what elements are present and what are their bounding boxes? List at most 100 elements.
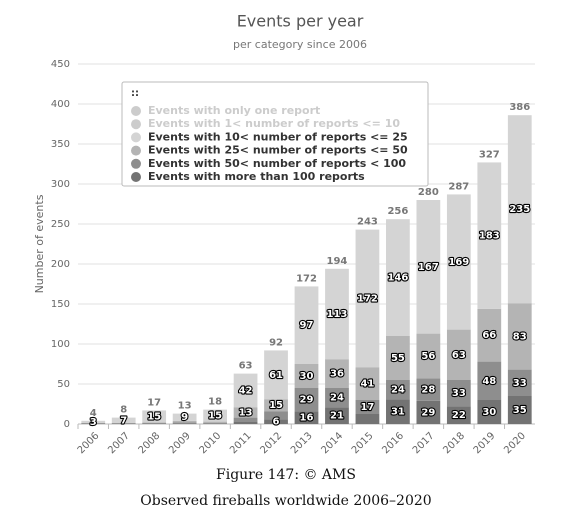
bar-segment bbox=[446, 380, 471, 407]
bar-segment bbox=[446, 329, 471, 380]
x-tick-label: 2017 bbox=[411, 430, 437, 456]
data-label: 56 bbox=[421, 351, 435, 362]
bar-segment bbox=[477, 400, 502, 424]
bar-segment bbox=[325, 359, 349, 388]
data-label: 15 bbox=[269, 400, 283, 411]
y-tick-label: 350 bbox=[51, 139, 70, 150]
y-tick-label: 200 bbox=[51, 259, 70, 270]
bar-segment bbox=[264, 411, 288, 420]
bar-segment bbox=[81, 423, 106, 424]
bar-segment bbox=[294, 388, 319, 412]
data-label: 83 bbox=[513, 331, 527, 342]
x-tick-label: 2006 bbox=[76, 430, 102, 456]
bar-segment bbox=[264, 419, 288, 424]
bar-segment bbox=[507, 303, 532, 370]
data-label: 33 bbox=[452, 388, 466, 399]
data-label: 235 bbox=[509, 204, 530, 215]
legend-label: Events with more than 100 reports bbox=[148, 170, 365, 183]
bar-segment bbox=[446, 194, 471, 330]
x-tick-label: 2009 bbox=[167, 430, 193, 456]
x-tick-label: 2012 bbox=[258, 430, 284, 456]
chart-title: Events per year bbox=[237, 12, 364, 31]
bars bbox=[81, 115, 532, 424]
bar-segment bbox=[142, 410, 167, 423]
y-tick-label: 400 bbox=[51, 99, 70, 110]
legend-label: Events with 10< number of reports <= 25 bbox=[148, 130, 408, 143]
bar-segment bbox=[142, 422, 167, 424]
y-tick-label: 150 bbox=[51, 299, 70, 310]
legend-marker bbox=[131, 145, 141, 156]
bar-segment bbox=[172, 413, 197, 421]
stack-total: 63 bbox=[239, 361, 253, 372]
x-tick-label: 2018 bbox=[441, 430, 467, 456]
y-tick-label: 50 bbox=[57, 379, 70, 390]
x-tick-label: 2014 bbox=[319, 430, 345, 456]
y-tick-label: 450 bbox=[51, 59, 70, 70]
stack-total: 92 bbox=[269, 337, 283, 348]
bar-segment bbox=[355, 400, 380, 414]
data-label: 31 bbox=[391, 407, 405, 418]
bar-segment bbox=[416, 200, 441, 334]
stack-total: 243 bbox=[357, 217, 378, 228]
bar-segment bbox=[233, 407, 258, 418]
data-label: 61 bbox=[269, 370, 283, 381]
bar-segment bbox=[446, 406, 471, 424]
data-label: 15 bbox=[147, 411, 161, 422]
bar-segment bbox=[325, 388, 349, 408]
bar-segment bbox=[355, 229, 380, 368]
x-tick-label: 2019 bbox=[472, 430, 498, 456]
bar-segment bbox=[386, 219, 410, 336]
data-label: 13 bbox=[239, 407, 253, 418]
stack-total: 17 bbox=[147, 397, 161, 408]
bar-segment bbox=[507, 115, 532, 304]
x-tick-label: 2008 bbox=[137, 430, 163, 456]
x-tick-label: 2010 bbox=[198, 430, 224, 456]
data-label: 41 bbox=[360, 379, 374, 390]
bar-segment bbox=[416, 333, 441, 379]
caption: Figure 147: © AMS bbox=[216, 467, 356, 483]
bar-segment bbox=[111, 423, 136, 424]
data-label: 3 bbox=[90, 417, 97, 428]
bar-segment bbox=[477, 361, 502, 400]
y-axis-label: Number of events bbox=[33, 194, 46, 293]
bar-segment bbox=[294, 286, 319, 364]
bar-segment bbox=[477, 308, 502, 362]
data-label: 6 bbox=[273, 417, 280, 428]
data-label: 24 bbox=[391, 385, 405, 396]
x-tick-label: 2013 bbox=[289, 430, 315, 456]
data-label: 24 bbox=[330, 393, 344, 404]
bar-segment bbox=[386, 399, 410, 424]
data-label: 97 bbox=[300, 320, 314, 331]
legend-marker bbox=[131, 158, 141, 169]
bar-segment bbox=[203, 423, 227, 424]
stack-total: 18 bbox=[208, 397, 222, 408]
bar-segment bbox=[142, 423, 167, 424]
x-tick-label: 2020 bbox=[502, 430, 528, 456]
x-tick-label: 2007 bbox=[106, 430, 132, 456]
legend-marker bbox=[131, 132, 141, 143]
bar-segment bbox=[172, 423, 197, 424]
data-label: 146 bbox=[387, 273, 408, 284]
legend-label: Events with 50< number of reports < 100 bbox=[148, 157, 406, 170]
data-label: 48 bbox=[482, 376, 496, 387]
legend-label: Events with 25< number of reports <= 50 bbox=[148, 144, 408, 157]
data-label: 29 bbox=[421, 407, 435, 418]
bar-segment bbox=[355, 413, 380, 424]
y-tick-label: 250 bbox=[51, 219, 70, 230]
y-tick-label: 100 bbox=[51, 339, 70, 350]
legend-marker bbox=[131, 119, 141, 130]
stack-total: 280 bbox=[418, 187, 439, 198]
legend-marker bbox=[131, 172, 141, 182]
x-tick-label: 2011 bbox=[228, 430, 254, 456]
bar-segment bbox=[355, 367, 380, 400]
bar-segment bbox=[294, 411, 319, 424]
data-label: 17 bbox=[360, 402, 374, 413]
legend-marker bbox=[131, 106, 141, 116]
bar-segment bbox=[264, 399, 288, 412]
legend-box bbox=[121, 81, 429, 187]
data-label: 29 bbox=[300, 395, 314, 406]
bar-segment bbox=[507, 396, 532, 424]
legend-handle: :: bbox=[131, 88, 139, 99]
bar-segment bbox=[111, 417, 136, 424]
bar-segment bbox=[294, 364, 319, 388]
